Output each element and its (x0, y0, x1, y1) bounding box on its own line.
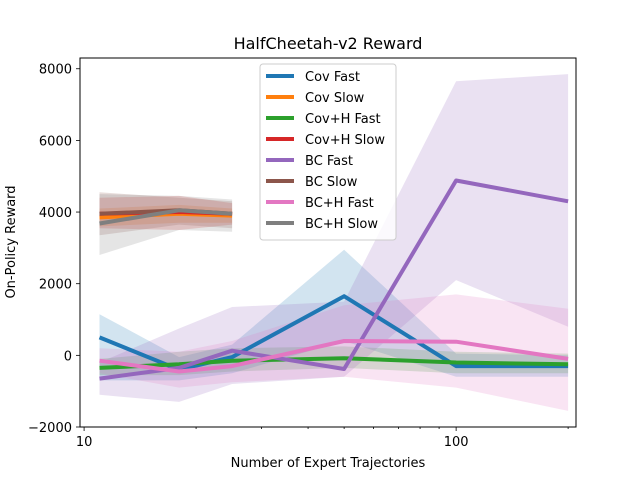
y-tick-label: 2000 (39, 278, 72, 293)
legend-label: BC+H Slow (305, 217, 378, 232)
y-axis: −2000 0 2000 4000 6000 8000 (28, 63, 80, 436)
legend-box (259, 63, 397, 241)
band-bc-plush-slow (99, 194, 233, 255)
y-tick-label: 0 (64, 349, 72, 364)
legend: Cov Fast Cov Slow Cov+H Fast Cov+H Slow BC F… (259, 63, 397, 241)
legend-label: Cov Fast (305, 70, 360, 85)
confidence-bands (99, 74, 569, 411)
chart-title: HalfCheetah-v2 Reward (234, 34, 423, 53)
legend-label: BC Slow (305, 175, 358, 190)
line-bc-plush-fast (99, 339, 569, 374)
x-tick-label: 10 (76, 435, 93, 450)
y-tick-label: 4000 (39, 206, 72, 221)
band-bc-fast (99, 74, 569, 402)
legend-label: BC+H Fast (305, 196, 374, 211)
band-cov-fast (99, 249, 569, 381)
x-tick-label: 100 (444, 435, 469, 450)
legend-label: Cov+H Fast (305, 112, 381, 127)
x-axis-label: Number of Expert Trajectories (231, 456, 426, 471)
y-tick-label: 8000 (39, 63, 72, 78)
y-tick-label: 6000 (39, 134, 72, 149)
x-axis: 10 100 (76, 427, 569, 450)
line-bc-plush-slow (99, 208, 233, 226)
series-lines (98, 178, 569, 381)
legend-label: Cov+H Slow (305, 133, 385, 148)
legend-label: BC Fast (305, 154, 353, 169)
band-bc-plush-fast (99, 294, 569, 411)
plot-frame (79, 57, 577, 428)
y-tick-label: −2000 (28, 421, 72, 436)
legend-label: Cov Slow (305, 91, 365, 106)
y-axis-label: On-Policy Reward (4, 185, 19, 298)
